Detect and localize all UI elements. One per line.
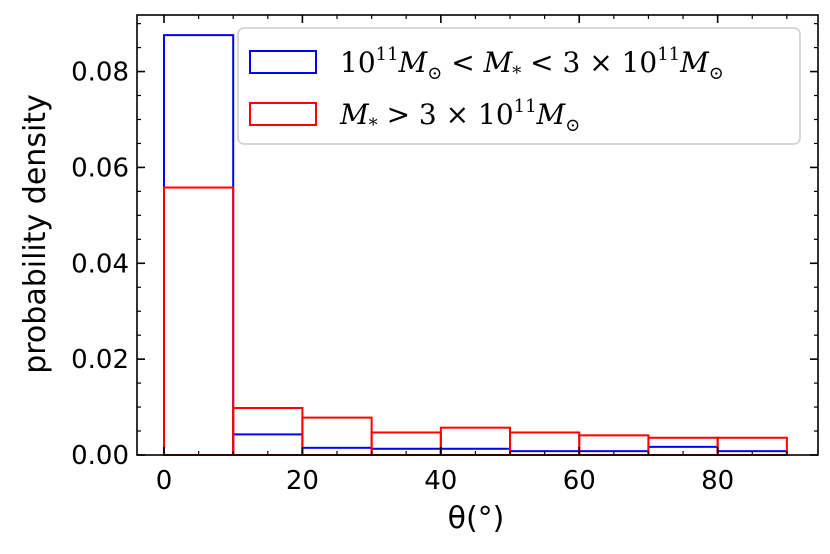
legend: 1011M⊙ < M* < 3 × 1011M⊙ M* > 3 × 1011M⊙ [237,27,801,145]
legend-swatch-series-2 [249,102,317,126]
histogram-bar-series-1-bin-1 [162,34,235,457]
x-tick-label: 20 [286,466,319,496]
y-tick-label: 0.04 [71,249,129,279]
x-tick-label: 60 [563,466,596,496]
histogram-bar-series-2-bin-1 [162,186,235,457]
legend-label-series-2: M* > 3 × 1011M⊙ [339,96,580,136]
histogram-bar-series-2-bin-5 [439,426,512,457]
y-tick-label: 0.08 [71,58,129,88]
histogram-bar-series-2-bin-3 [301,416,373,456]
legend-label-series-1: 1011M⊙ < M* < 3 × 1011M⊙ [340,44,724,84]
x-axis-label: θ(°) [448,501,505,536]
histogram-bar-series-2-bin-2 [232,407,304,456]
x-tick-label: 0 [156,466,173,496]
legend-swatch-series-1 [249,50,317,74]
y-tick-label: 0.06 [71,153,129,183]
x-tick-label: 80 [701,466,734,496]
y-tick-label: 0.02 [71,345,129,375]
legend-box [237,27,801,145]
axis-ticks: 0 20 40 60 80 0.00 0.02 0.04 0.06 0.08 [71,15,818,496]
x-tick-label: 40 [424,466,457,496]
plot-frame [136,14,819,456]
y-tick-label: 0.00 [71,441,129,471]
y-axis-label: probability density [18,94,53,374]
